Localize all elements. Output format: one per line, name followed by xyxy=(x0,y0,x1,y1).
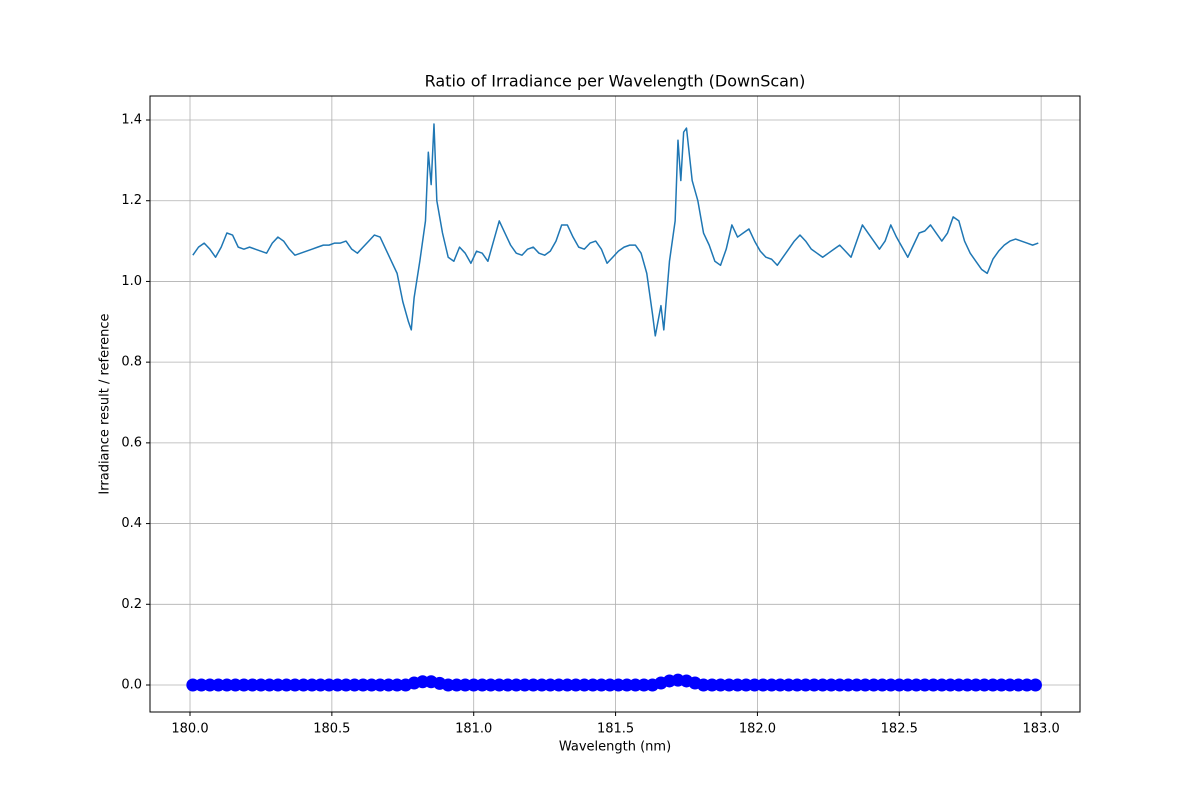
y-tick-label: 0.6 xyxy=(121,435,142,450)
y-tick-label: 0.0 xyxy=(121,678,142,693)
x-tick-label: 181.0 xyxy=(455,722,492,737)
x-tick-label: 182.0 xyxy=(739,722,776,737)
y-tick-label: 1.4 xyxy=(121,113,142,128)
x-tick-label: 183.0 xyxy=(1023,722,1060,737)
y-tick-label: 0.2 xyxy=(121,597,142,612)
x-axis-label: Wavelength (nm) xyxy=(559,740,671,755)
x-tick-label: 181.5 xyxy=(597,722,634,737)
y-tick-label: 0.8 xyxy=(121,355,142,370)
chart-title: Ratio of Irradiance per Wavelength (Down… xyxy=(425,72,806,91)
x-tick-label: 180.5 xyxy=(313,722,350,737)
data-line xyxy=(192,123,1039,337)
y-tick-label: 0.4 xyxy=(121,516,142,531)
plot-frame xyxy=(149,95,1081,713)
data-point xyxy=(1028,678,1042,692)
y-tick-label: 1.2 xyxy=(121,193,142,208)
x-tick-label: 182.5 xyxy=(881,722,918,737)
y-tick-label: 1.0 xyxy=(121,274,142,289)
y-axis-label: Irradiance result / reference xyxy=(98,313,113,494)
x-tick-label: 180.0 xyxy=(171,722,208,737)
